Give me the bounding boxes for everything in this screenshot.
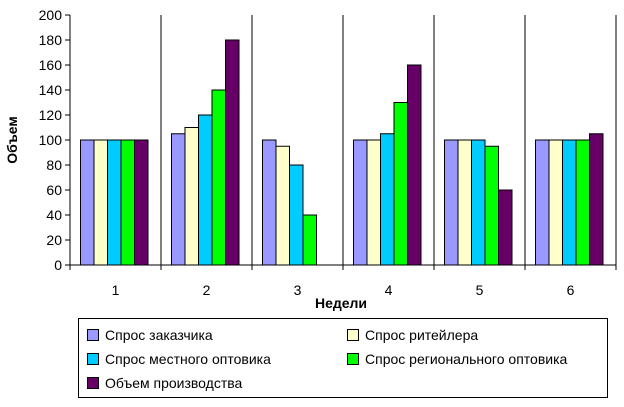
bar: [562, 139, 577, 266]
y-axis-title: Объем: [4, 116, 20, 164]
bar: [444, 139, 459, 266]
bar: [457, 139, 472, 266]
bar: [353, 139, 368, 266]
x-tick-labels: 1 2 3 4 5 6: [112, 282, 575, 298]
bar: [393, 102, 408, 266]
x-tick-label: 5: [476, 282, 484, 298]
legend-label: Спрос регионального оптовика: [365, 351, 568, 367]
bar: [575, 139, 590, 266]
bar: [120, 139, 135, 266]
bar: [93, 139, 108, 266]
bar: [498, 189, 513, 266]
bar: [289, 164, 304, 266]
bar: [275, 145, 290, 266]
legend-label: Спрос ритейлера: [365, 327, 479, 343]
legend-label: Спрос заказчика: [105, 327, 213, 343]
y-tick-label: 40: [46, 207, 62, 223]
legend-item: Объем производства: [87, 375, 242, 391]
y-tick-label: 60: [46, 182, 62, 198]
bar: [548, 139, 563, 266]
legend-swatch: [347, 329, 359, 341]
bar: [589, 133, 604, 266]
legend-label: Объем производства: [105, 375, 243, 391]
bar: [535, 139, 550, 266]
legend-swatch: [87, 329, 99, 341]
bar: [134, 139, 149, 266]
category-dividers: [69, 15, 617, 270]
bar: [484, 145, 499, 266]
bar: [184, 127, 199, 266]
x-tick-label: 6: [567, 282, 575, 298]
y-tick-label: 0: [54, 257, 62, 273]
y-tick-label: 120: [39, 107, 63, 123]
y-tick-label: 200: [39, 7, 63, 23]
bar: [366, 139, 381, 266]
x-tick-label: 3: [294, 282, 302, 298]
bar: [225, 39, 240, 266]
bar: [471, 139, 486, 266]
bar: [262, 139, 277, 266]
legend-item: Спрос регионального оптовика: [347, 351, 567, 367]
y-tick-label: 20: [46, 232, 62, 248]
legend-label: Спрос местного оптовика: [105, 351, 271, 367]
bars-layer: [80, 39, 604, 266]
legend-item: Спрос местного оптовика: [87, 351, 271, 367]
x-tick-label: 1: [112, 282, 120, 298]
legend-swatch: [87, 353, 99, 365]
bar: [107, 139, 122, 266]
y-tick-label: 140: [39, 82, 63, 98]
legend-swatch: [87, 377, 99, 389]
y-tick-label: 180: [39, 32, 63, 48]
y-tick-label: 80: [46, 157, 62, 173]
y-tick-labels: 0 20 40 60 80 100 120 140 160 180 200: [39, 7, 70, 273]
legend-swatch: [347, 353, 359, 365]
legend-item: Спрос заказчика: [87, 327, 213, 343]
x-tick-label: 2: [203, 282, 211, 298]
bar: [302, 214, 317, 266]
bar: [211, 89, 226, 266]
bar: [171, 133, 186, 266]
x-axis-title: Недели: [315, 295, 367, 311]
bar: [380, 133, 395, 266]
y-tick-label: 160: [39, 57, 63, 73]
bar: [80, 139, 95, 266]
bar-chart: 0 20 40 60 80 100 120 140 160 180 200 1 2 3 4 5 6 Объем…: [4, 7, 617, 311]
bar: [198, 114, 213, 266]
legend: Спрос заказчика Спрос ритейлера Спрос мест…: [78, 318, 608, 398]
legend-item: Спрос ритейлера: [347, 327, 478, 343]
y-tick-label: 100: [39, 132, 63, 148]
x-tick-label: 4: [385, 282, 393, 298]
bar: [407, 64, 422, 266]
